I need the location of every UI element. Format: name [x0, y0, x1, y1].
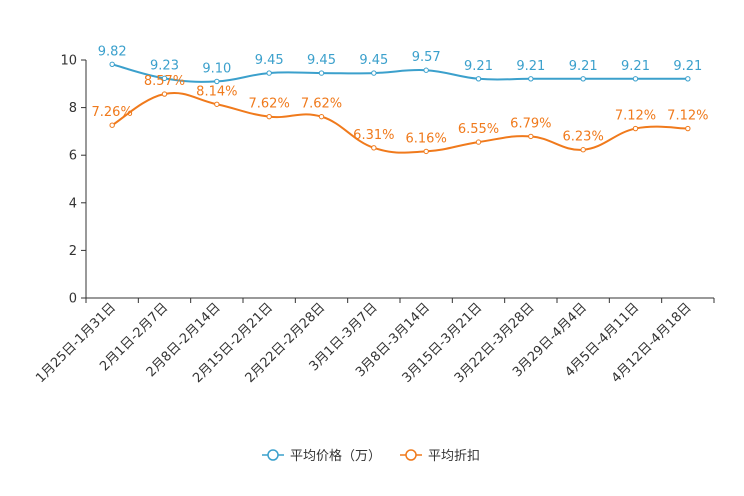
data-label: 7.12%: [615, 109, 656, 124]
data-label: 6.79%: [510, 116, 551, 131]
data-label: 9.21: [569, 59, 598, 74]
data-point: [580, 147, 586, 153]
y-tick-label: 2: [69, 244, 77, 259]
data-label: 9.21: [673, 59, 702, 74]
y-tick-label: 8: [69, 101, 77, 116]
legend-marker-icon: [267, 449, 279, 461]
data-label: 9.21: [516, 59, 545, 74]
data-point: [423, 67, 429, 73]
data-label: 9.45: [255, 53, 284, 68]
data-label: 9.23: [150, 58, 179, 73]
data-point: [161, 75, 168, 82]
data-point: [371, 145, 377, 151]
legend-label: 平均价格（万）: [290, 448, 381, 464]
data-point: [475, 76, 482, 82]
legend-item-avg-price[interactable]: 平均价格（万）: [262, 448, 381, 464]
data-point: [580, 76, 586, 82]
data-label: 9.82: [98, 44, 127, 59]
y-tick-label: 10: [60, 54, 77, 69]
data-point: [475, 139, 482, 145]
data-point: [161, 91, 168, 97]
data-point: [371, 70, 377, 76]
data-label: 8.57%: [144, 74, 185, 89]
legend-item-avg-discount[interactable]: 平均折扣: [400, 449, 480, 464]
data-point: [632, 125, 639, 132]
y-tick-label: 0: [69, 292, 77, 307]
series-line: [111, 63, 688, 83]
data-point: [632, 76, 639, 82]
series-group: 9.82 9.23 9.10 9.45 9.45 9.45 9.57 9.21 9.21 9.21…: [92, 44, 708, 155]
data-label: 7.26%: [92, 105, 133, 120]
data-label: 9.57: [412, 50, 441, 65]
data-point: [214, 101, 220, 107]
data-label: 9.21: [464, 59, 493, 74]
data-label: 8.14%: [196, 84, 237, 99]
data-point: [266, 113, 272, 120]
data-label: 9.45: [307, 53, 336, 68]
data-point: [318, 70, 325, 76]
legend-label: 平均折扣: [428, 449, 480, 464]
data-label: 9.45: [359, 53, 388, 68]
data-point: [318, 113, 325, 120]
legend[interactable]: 平均价格（万） 平均折扣: [262, 448, 480, 464]
data-point: [423, 148, 429, 155]
data-label: 6.23%: [563, 130, 604, 145]
series-avg-discount: 7.26% 8.57% 8.14% 7.62% 7.62% 6.31% 6.16% 6.55%…: [92, 74, 708, 155]
data-label: 9.10: [202, 61, 231, 76]
y-tick-label: 4: [69, 196, 77, 211]
data-label: 9.21: [621, 59, 650, 74]
data-point: [528, 76, 534, 82]
legend-marker-icon: [405, 449, 417, 461]
data-label: 6.31%: [353, 128, 394, 143]
axes: 02468101月25日-1月31日2月1日-2月7日2月8日-2月14日2月1…: [33, 54, 715, 386]
series-line: [111, 92, 688, 154]
data-point: [214, 78, 220, 85]
data-point: [109, 61, 115, 67]
data-label: 7.12%: [667, 109, 708, 124]
data-point: [266, 70, 272, 76]
series-avg-price: 9.82 9.23 9.10 9.45 9.45 9.45 9.57 9.21 9.21 9.21…: [98, 44, 702, 85]
data-label: 6.16%: [406, 131, 447, 146]
data-label: 6.55%: [458, 122, 499, 137]
y-tick-label: 6: [69, 149, 77, 164]
data-label: 7.62%: [249, 97, 290, 112]
data-point: [109, 122, 115, 128]
data-point: [685, 76, 691, 82]
data-point: [528, 133, 534, 140]
data-point: [685, 125, 691, 132]
data-label: 7.62%: [301, 97, 342, 112]
